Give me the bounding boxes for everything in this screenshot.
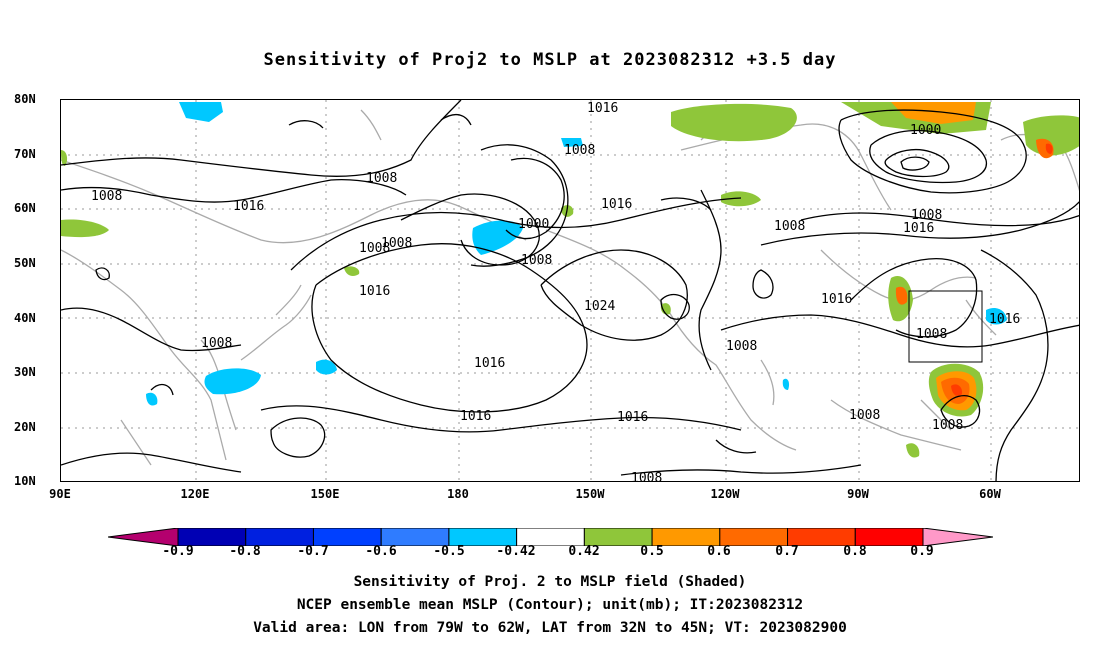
colorbar-label: 0.5 — [640, 544, 664, 559]
lon-label-120w: 120W — [710, 487, 740, 501]
colorbar-label: -0.8 — [229, 544, 261, 559]
contour-label: 1016 — [460, 409, 491, 424]
footer-line-1: Sensitivity of Proj. 2 to MSLP field (Sh… — [353, 574, 747, 590]
footer-line-2: NCEP ensemble mean MSLP (Contour); unit(… — [296, 597, 804, 613]
contour-label: 1008 — [726, 339, 757, 354]
contour-label: 1008 — [849, 408, 880, 423]
contour-label: 1008 — [932, 418, 963, 433]
contour-label: 1008 — [631, 471, 662, 482]
lat-label-40n: 40N — [14, 311, 36, 325]
contour-label: 1016 — [233, 199, 264, 214]
valid-area-box — [908, 290, 983, 363]
map-title: Sensitivity of Proj2 to MSLP at 20230823… — [263, 50, 837, 70]
lat-label-60n: 60N — [14, 201, 36, 215]
contour-label: 1008 — [91, 189, 122, 204]
mslp-contours — [61, 100, 1079, 481]
lat-label-10n: 10N — [14, 474, 36, 488]
lat-label-70n: 70N — [14, 147, 36, 161]
lon-label-90e: 90E — [49, 487, 71, 501]
map-panel: 1016 1008 1008 1016 1008 1000 1008 1016 … — [60, 99, 1080, 482]
colorbar-label: -0.42 — [496, 544, 536, 559]
lat-label-30n: 30N — [14, 365, 36, 379]
contour-label: 1008 — [359, 241, 390, 256]
colorbar-label: -0.9 — [162, 544, 194, 559]
contour-label: 1008 — [381, 236, 412, 251]
contour-label: 1016 — [617, 410, 648, 425]
lat-label-50n: 50N — [14, 256, 36, 270]
graticule — [61, 100, 1079, 481]
contour-label: 1008 — [774, 219, 805, 234]
colorbar-label: 0.42 — [568, 544, 600, 559]
lat-label-20n: 20N — [14, 420, 36, 434]
contour-label: 1008 — [521, 253, 552, 268]
contour-label: 1024 — [584, 299, 615, 314]
contour-label: 1016 — [821, 292, 852, 307]
colorbar-label: 0.8 — [843, 544, 867, 559]
lon-label-150e: 150E — [310, 487, 340, 501]
lat-label-80n: 80N — [14, 92, 36, 106]
contour-label: 1016 — [601, 197, 632, 212]
lon-label-180: 180 — [447, 487, 469, 501]
contour-label: 1016 — [474, 356, 505, 371]
contour-label: 1016 — [359, 284, 390, 299]
colorbar-label: 0.6 — [707, 544, 731, 559]
contour-label: 1016 — [903, 221, 934, 236]
colorbar-cell — [922, 528, 993, 546]
map-svg: 1016 1008 1008 1016 1008 1000 1008 1016 … — [61, 100, 1079, 482]
contour-label: 1008 — [201, 336, 232, 351]
contour-label: 1008 — [916, 327, 947, 342]
contour-label: 1008 — [911, 208, 942, 223]
lon-label-150w: 150W — [575, 487, 605, 501]
contour-label: 1016 — [989, 312, 1020, 327]
lon-label-120e: 120E — [180, 487, 210, 501]
colorbar-label: -0.6 — [365, 544, 397, 559]
contour-label: 1000 — [518, 217, 549, 232]
footer-line-3: Valid area: LON from 79W to 62W, LAT fro… — [253, 620, 847, 636]
contour-label: 1008 — [564, 143, 595, 158]
colorbar-label: 0.9 — [910, 544, 934, 559]
colorbar — [108, 528, 993, 546]
contour-label: 1008 — [366, 171, 397, 186]
colorbar-label: -0.7 — [297, 544, 329, 559]
colorbar-label: 0.7 — [775, 544, 799, 559]
lon-label-90w: 90W — [847, 487, 869, 501]
contour-labels: 1016 1008 1008 1016 1008 1000 1008 1016 … — [91, 101, 1020, 482]
lon-label-60w: 60W — [979, 487, 1001, 501]
contour-label: 1000 — [910, 123, 941, 138]
colorbar-label: -0.5 — [433, 544, 465, 559]
coastlines — [61, 109, 1079, 466]
sensitivity-shading — [61, 102, 1079, 458]
contour-label: 1016 — [587, 101, 618, 116]
